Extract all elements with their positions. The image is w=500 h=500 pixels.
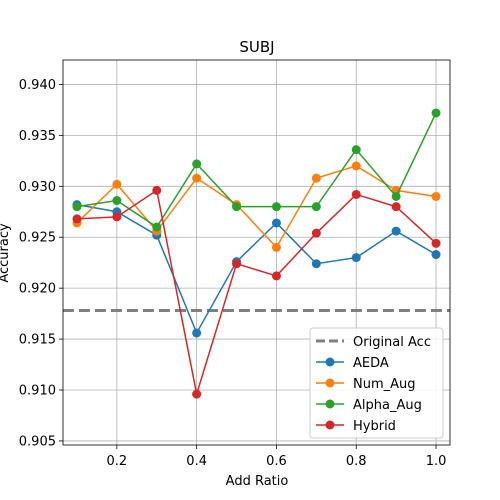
data-point-aeda xyxy=(271,218,281,228)
y-tick-label: 0.925 xyxy=(19,231,56,246)
y-tick-label: 0.935 xyxy=(19,129,56,144)
data-point-num_aug xyxy=(112,179,122,189)
series-line-aeda xyxy=(76,203,437,335)
legend-box xyxy=(309,327,444,439)
data-point-aeda xyxy=(192,328,202,338)
x-axis-label: Add Ratio xyxy=(226,474,289,489)
legend-label: Num_Aug xyxy=(353,377,416,392)
data-point-hybrid xyxy=(431,238,441,248)
legend: Original Acc AEDA Num_Aug Alpha_Aug Hybrid xyxy=(309,327,444,439)
series-layer xyxy=(72,108,441,399)
data-point-hybrid xyxy=(311,228,321,238)
data-point-aeda xyxy=(351,253,361,263)
data-point-alpha_aug xyxy=(112,196,122,206)
data-point-num_aug xyxy=(311,173,321,183)
data-point-alpha_aug xyxy=(351,145,361,155)
data-point-num_aug xyxy=(431,191,441,201)
y-tick-label: 0.920 xyxy=(19,282,56,297)
data-point-hybrid xyxy=(112,212,122,222)
legend-label: Original Acc xyxy=(353,335,431,350)
data-point-alpha_aug xyxy=(72,202,82,212)
y-axis-label: Accuracy xyxy=(0,223,12,283)
data-point-alpha_aug xyxy=(271,202,281,212)
plot-frame xyxy=(62,59,451,446)
data-point-hybrid xyxy=(271,271,281,281)
y-tick-label: 0.905 xyxy=(19,434,56,449)
data-point-hybrid xyxy=(351,189,361,199)
x-tick-label: 1.0 xyxy=(426,454,447,469)
data-point-hybrid xyxy=(391,202,401,212)
data-point-aeda xyxy=(391,226,401,236)
data-point-alpha_aug xyxy=(192,159,202,169)
data-point-alpha_aug xyxy=(311,202,321,212)
legend-label: AEDA xyxy=(353,356,389,371)
data-point-aeda xyxy=(311,259,321,269)
x-tick-label: 0.4 xyxy=(186,454,207,469)
series-line-num_aug xyxy=(76,165,437,249)
legend-label: Hybrid xyxy=(353,419,396,434)
legend-swatch-marker xyxy=(325,399,335,409)
data-point-alpha_aug xyxy=(431,108,441,118)
chart-title: SUBJ xyxy=(239,38,274,56)
axes-layer: 0.2 0.4 0.6 0.8 1.0 0.905 0.910 0.915 0.920 0.925… xyxy=(19,59,451,469)
data-point-num_aug xyxy=(351,161,361,171)
data-point-num_aug xyxy=(192,173,202,183)
data-point-hybrid xyxy=(152,185,162,195)
y-tick-label: 0.915 xyxy=(19,333,56,348)
legend-swatch-marker xyxy=(325,378,335,388)
grid-lines xyxy=(63,60,450,445)
y-tick-label: 0.910 xyxy=(19,384,56,399)
legend-swatch-marker xyxy=(325,420,335,430)
data-point-hybrid xyxy=(232,259,242,269)
data-point-alpha_aug xyxy=(232,202,242,212)
series-line-hybrid xyxy=(76,189,437,395)
x-tick-label: 0.2 xyxy=(107,454,128,469)
data-point-alpha_aug xyxy=(391,191,401,201)
data-point-aeda xyxy=(431,250,441,260)
legend-label: Alpha_Aug xyxy=(353,398,422,413)
x-tick-label: 0.8 xyxy=(346,454,367,469)
data-point-hybrid xyxy=(72,214,82,224)
data-point-hybrid xyxy=(192,389,202,399)
x-tick-label: 0.6 xyxy=(266,454,287,469)
data-point-num_aug xyxy=(271,242,281,252)
legend-swatch-marker xyxy=(325,357,335,367)
series-line-alpha_aug xyxy=(76,112,437,229)
data-point-alpha_aug xyxy=(152,222,162,232)
y-tick-label: 0.930 xyxy=(19,180,56,195)
y-tick-label: 0.940 xyxy=(19,78,56,93)
